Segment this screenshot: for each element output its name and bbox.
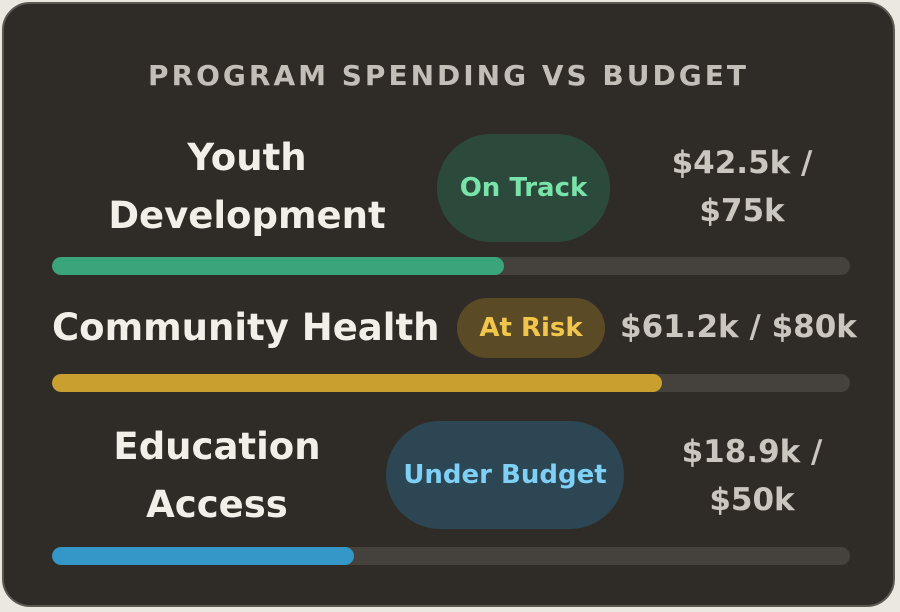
program-row-education-access: Education Access Under Budget $18.9k / $…	[52, 418, 850, 568]
status-badge: Under Budget	[386, 421, 624, 529]
program-row-community-health: Community Health At Risk $61.2k / $80k	[52, 298, 857, 398]
program-name: Community Health	[52, 306, 440, 349]
progress-fill	[52, 374, 663, 392]
progress-track	[52, 257, 850, 275]
status-label: At Risk	[479, 313, 583, 343]
card-title: PROGRAM SPENDING VS BUDGET	[148, 59, 749, 92]
progress-fill	[52, 547, 354, 565]
program-name: Education Access	[113, 425, 321, 526]
status-badge: On Track	[437, 134, 610, 242]
program-row-youth-development: Youth Development On Track $42.5k / $75k	[52, 129, 850, 279]
progress-track	[52, 547, 850, 565]
status-badge: At Risk	[457, 298, 605, 358]
progress-track	[52, 374, 850, 392]
progress-fill	[52, 257, 505, 275]
amount-label: $42.5k / $75k	[671, 145, 813, 229]
program-name: Youth Development	[108, 136, 386, 237]
status-label: Under Budget	[403, 460, 607, 490]
amount-label: $61.2k / $80k	[620, 309, 857, 345]
amount-label: $18.9k / $50k	[681, 434, 823, 518]
status-label: On Track	[459, 173, 588, 203]
